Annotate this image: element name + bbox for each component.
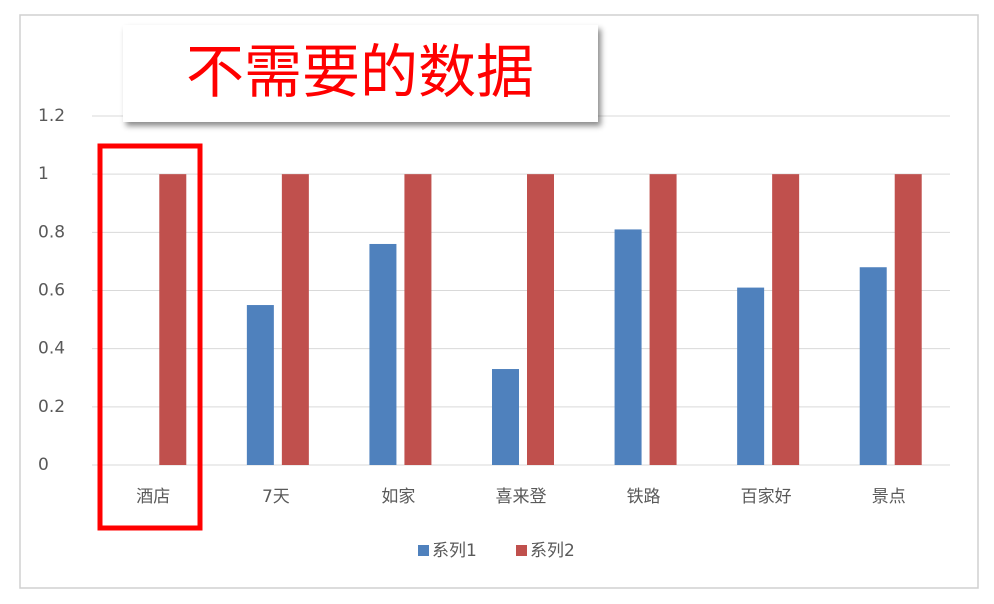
bar [159, 174, 187, 465]
bar [859, 267, 887, 465]
bar [737, 287, 765, 465]
bar [772, 174, 800, 465]
bar [281, 174, 309, 465]
bar [492, 369, 519, 465]
bar [369, 243, 397, 465]
x-tick-label: 如家 [381, 487, 415, 507]
annotation: 不需要的数据 [186, 38, 534, 106]
y-tick-label: 0.6 [38, 281, 65, 301]
bar [614, 229, 642, 465]
bar [246, 305, 274, 465]
bar [404, 174, 432, 465]
annotation-box [123, 25, 598, 122]
legend-swatch [418, 545, 429, 556]
x-tick-label: 7天 [262, 487, 290, 507]
bar [527, 174, 554, 465]
highlight-box [97, 143, 203, 531]
x-tick-label: 铁路 [627, 487, 661, 507]
x-tick-label: 酒店 [136, 487, 170, 507]
y-tick-label: 0.8 [38, 222, 65, 242]
y-tick-label: 1.2 [38, 106, 65, 126]
legend-swatch [516, 545, 527, 556]
legend-label: 系列2 [530, 541, 575, 561]
y-tick-label: 1 [38, 164, 49, 184]
y-tick-label: 0.4 [38, 339, 65, 359]
x-tick-label: 景点 [872, 487, 906, 507]
bar [649, 174, 677, 465]
y-tick-label: 0.2 [38, 397, 65, 417]
legend-label: 系列1 [432, 541, 477, 561]
y-tick-label: 0 [38, 455, 49, 475]
x-tick-label: 百家好 [741, 487, 792, 507]
bar [894, 174, 922, 465]
x-tick-label: 喜来登 [496, 487, 547, 507]
